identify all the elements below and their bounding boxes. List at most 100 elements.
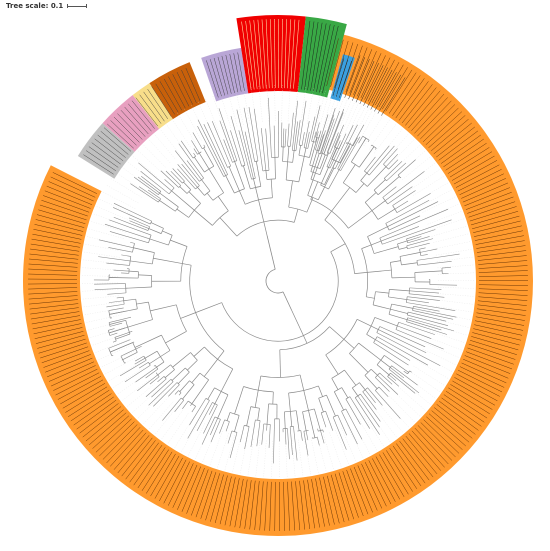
tip-branch [429, 284, 458, 286]
tip-guide [313, 89, 322, 126]
branch-arc [375, 386, 380, 391]
branch [370, 325, 379, 330]
tip-branch [284, 428, 287, 445]
branch [165, 331, 187, 344]
leaf-label [342, 471, 359, 518]
leaf-label [411, 430, 445, 468]
branch-arc [388, 289, 390, 297]
leaf-label [181, 69, 197, 103]
tip-guide [368, 119, 390, 150]
leaf-label [210, 474, 224, 522]
tip-branch [364, 389, 376, 403]
tip-branch [406, 229, 436, 240]
tip-branch [284, 128, 287, 148]
clade-band-gray [77, 123, 135, 179]
tip-branch [189, 398, 207, 426]
leaf-label [151, 86, 172, 117]
tip-branch [145, 368, 159, 379]
tip-guide [235, 89, 244, 125]
branch [288, 180, 293, 208]
leaf-label [217, 56, 229, 95]
leaf-label [195, 470, 213, 518]
branch [263, 221, 268, 236]
leaf-label [326, 38, 339, 87]
leaf-label [33, 323, 82, 335]
leaf-label [475, 316, 525, 326]
leaf-label [349, 47, 368, 94]
leaf-label [30, 311, 80, 320]
tip-guide [98, 345, 132, 360]
tip-branch [121, 254, 131, 257]
tip-guide [416, 360, 449, 379]
tip-branch [210, 419, 221, 443]
tip-branch [354, 397, 380, 435]
branch [122, 351, 138, 360]
leaf-label [139, 94, 162, 124]
tip-branch [315, 131, 319, 143]
branch [176, 208, 189, 218]
leaf-label [468, 201, 516, 218]
branch [390, 260, 401, 263]
tip-branch [370, 144, 372, 147]
tip-branch [197, 119, 226, 176]
tip-guide [363, 115, 384, 146]
branch [183, 181, 192, 191]
tip-branch [207, 122, 228, 168]
leaf-label [414, 427, 449, 465]
branch-arc [304, 147, 308, 149]
branch [150, 222, 164, 229]
branch-arc [190, 352, 198, 361]
leaf-label [348, 57, 365, 100]
tip-branch [273, 125, 276, 158]
leaf-label [28, 291, 78, 295]
tip-branch [244, 131, 256, 179]
branch-arc [241, 164, 246, 167]
tip-branch [377, 375, 399, 395]
branch [217, 394, 229, 419]
tip-branch [293, 121, 299, 151]
tip-guide [287, 85, 291, 122]
leaf-label [401, 84, 433, 124]
branch-arc [345, 396, 351, 400]
leaf-label [447, 147, 490, 174]
tip-branch [367, 140, 370, 143]
branch [319, 152, 329, 175]
leaf-label [163, 459, 187, 504]
tip-guide [437, 264, 474, 269]
leaf-label [209, 59, 222, 97]
branch-arc [364, 170, 370, 176]
leaf-label [478, 292, 528, 296]
tip-branch [238, 130, 252, 180]
leaf-label [34, 327, 83, 339]
leaf-label [31, 238, 80, 248]
leaf-label [224, 477, 236, 526]
tip-branch [375, 339, 411, 361]
tip-branch [379, 326, 426, 348]
leaf-label [353, 49, 373, 95]
tip-branch [280, 122, 283, 147]
leaf-label [281, 19, 283, 89]
tip-branch [360, 393, 381, 422]
tip-guide [227, 91, 238, 127]
tip-guide [398, 386, 426, 411]
leaf-label [360, 53, 382, 98]
branch-arc [250, 186, 261, 190]
tip-guide [369, 412, 391, 442]
branch [302, 411, 307, 431]
branch [206, 192, 214, 201]
branch [303, 335, 308, 344]
tip-guide [87, 236, 123, 245]
tip-guide [117, 373, 148, 395]
branch [207, 387, 215, 400]
branch [188, 191, 201, 204]
branch [255, 187, 259, 200]
tip-branch [289, 426, 293, 456]
tip-branch [315, 135, 320, 150]
leaf-label [431, 118, 469, 152]
leaf-label [73, 396, 114, 426]
leaf-label [143, 91, 165, 122]
branch [228, 166, 240, 191]
leaf-label [249, 20, 258, 90]
tip-branch [227, 430, 233, 444]
tip-guide [271, 440, 273, 477]
